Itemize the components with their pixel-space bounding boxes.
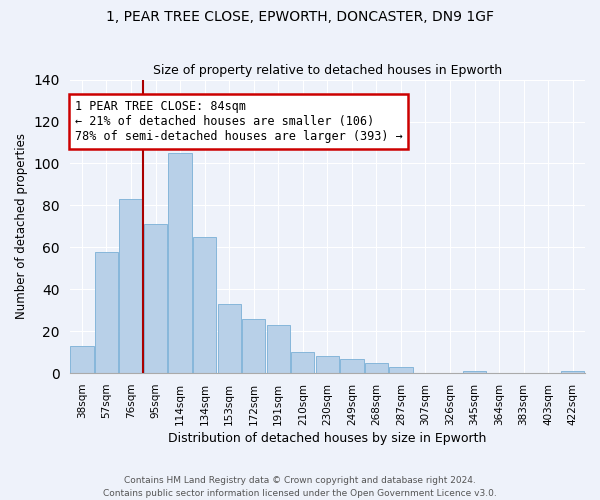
Bar bbox=[266, 325, 290, 373]
X-axis label: Distribution of detached houses by size in Epworth: Distribution of detached houses by size … bbox=[168, 432, 487, 445]
Bar bbox=[340, 358, 364, 373]
Bar bbox=[119, 199, 143, 373]
Bar bbox=[95, 252, 118, 373]
Bar bbox=[389, 367, 413, 373]
Text: 1, PEAR TREE CLOSE, EPWORTH, DONCASTER, DN9 1GF: 1, PEAR TREE CLOSE, EPWORTH, DONCASTER, … bbox=[106, 10, 494, 24]
Bar bbox=[169, 153, 192, 373]
Bar bbox=[561, 371, 584, 373]
Bar bbox=[144, 224, 167, 373]
Bar bbox=[193, 237, 216, 373]
Text: Contains HM Land Registry data © Crown copyright and database right 2024.
Contai: Contains HM Land Registry data © Crown c… bbox=[103, 476, 497, 498]
Text: 1 PEAR TREE CLOSE: 84sqm
← 21% of detached houses are smaller (106)
78% of semi-: 1 PEAR TREE CLOSE: 84sqm ← 21% of detach… bbox=[75, 100, 403, 143]
Bar bbox=[365, 362, 388, 373]
Bar bbox=[316, 356, 339, 373]
Bar bbox=[218, 304, 241, 373]
Title: Size of property relative to detached houses in Epworth: Size of property relative to detached ho… bbox=[153, 64, 502, 77]
Bar bbox=[463, 371, 486, 373]
Bar bbox=[70, 346, 94, 373]
Y-axis label: Number of detached properties: Number of detached properties bbox=[15, 134, 28, 320]
Bar bbox=[242, 318, 265, 373]
Bar bbox=[291, 352, 314, 373]
